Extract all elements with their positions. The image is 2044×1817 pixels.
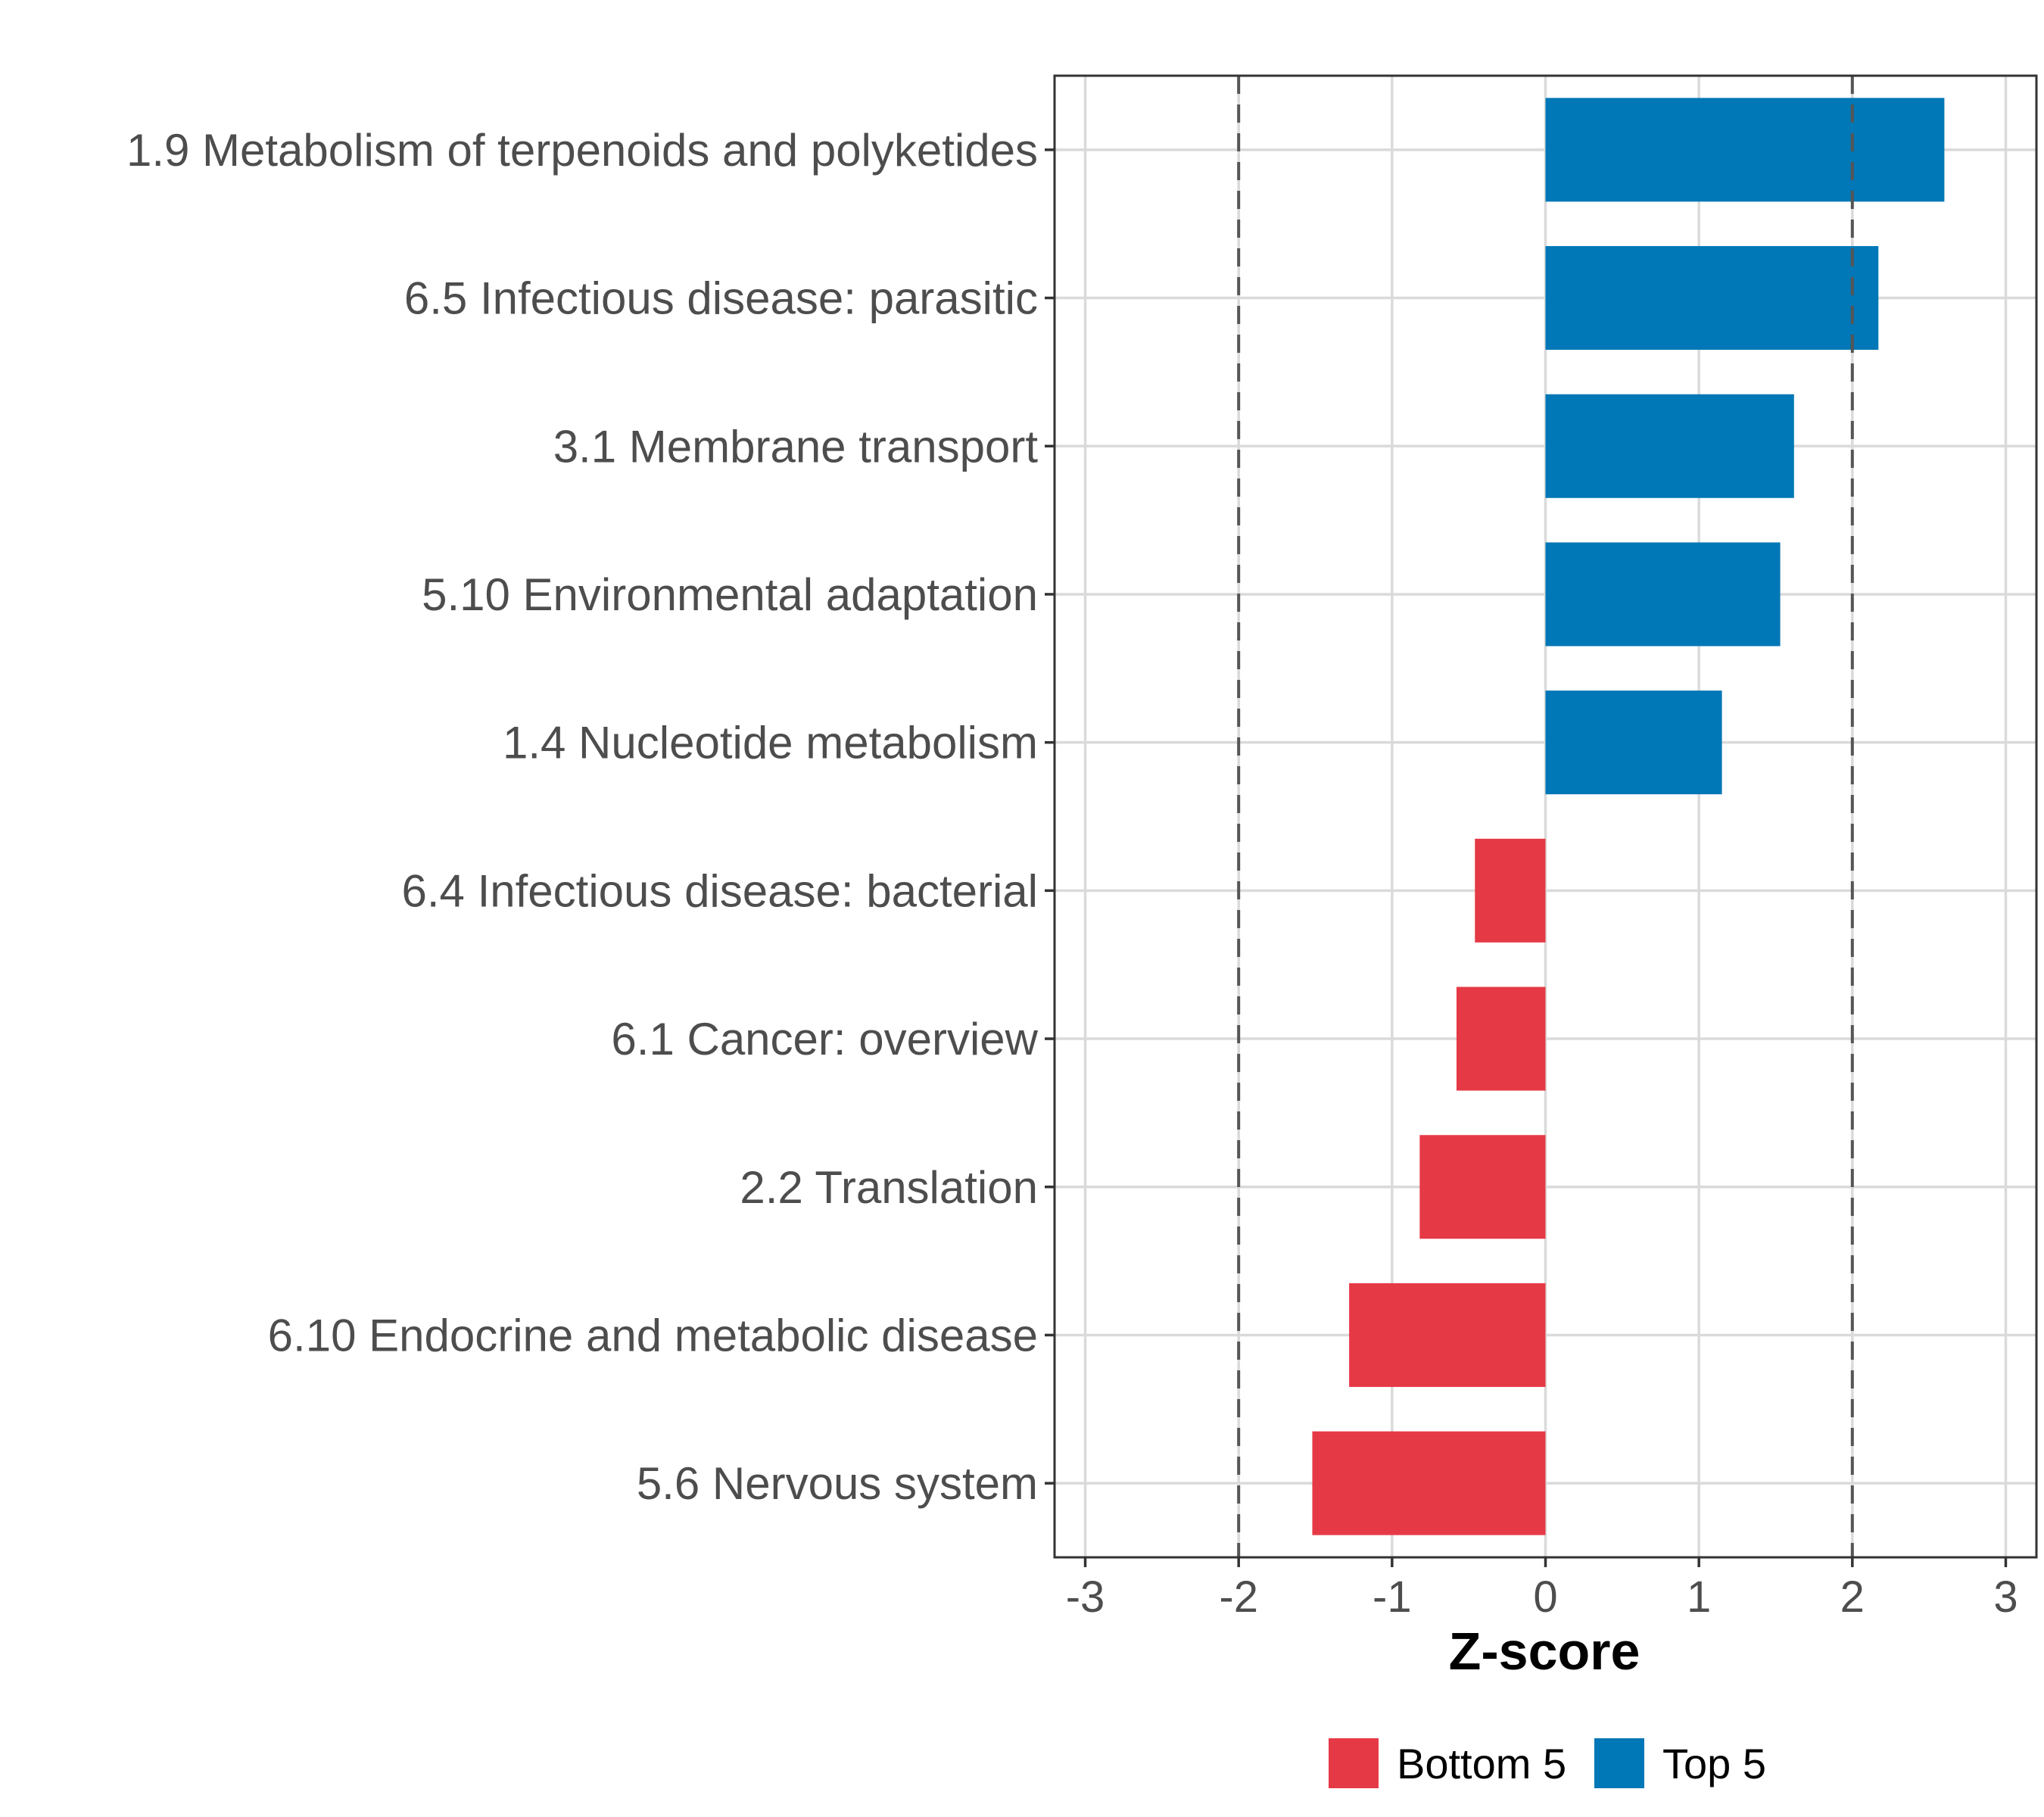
bar-1-4-nucleotide-metabolism [1545, 690, 1722, 795]
y-tick-label: 5.6 Nervous system [637, 1458, 1038, 1509]
y-tick-label: 6.10 Endocrine and metabolic disease [268, 1310, 1038, 1360]
y-tick-label: 6.1 Cancer: overview [611, 1014, 1038, 1064]
bar-6-1-cancer-overview [1456, 986, 1546, 1091]
bar-6-5-infectious-disease-parasitic [1545, 246, 1879, 351]
legend-label-top-5: Top 5 [1662, 1740, 1766, 1787]
x-tick-label: 1 [1687, 1572, 1711, 1622]
bar-6-4-infectious-disease-bacterial [1475, 838, 1546, 943]
bar-6-10-endocrine-and-metabolic-disease [1349, 1282, 1546, 1387]
x-tick-label: 2 [1840, 1572, 1865, 1622]
x-tick-label: 3 [1993, 1572, 2018, 1622]
legend-swatch-top-5 [1594, 1738, 1644, 1788]
x-axis: -3 -2 -1 0 1 2 3 [1066, 1557, 2018, 1622]
reference-lines [1237, 76, 1854, 1557]
y-tick-label: 1.9 Metabolism of terpenoids and polyket… [126, 125, 1038, 176]
x-tick-label: -1 [1373, 1572, 1412, 1622]
legend-label-bottom-5: Bottom 5 [1397, 1740, 1566, 1787]
x-axis-title: Z-score [1449, 1622, 1640, 1681]
y-tick-label: 1.4 Nucleotide metabolism [503, 718, 1038, 768]
bar-1-9-metabolism-of-terpenoids-and-polyketides [1545, 98, 1945, 202]
x-tick-label: -3 [1066, 1572, 1105, 1622]
bar-2-2-translation [1419, 1135, 1546, 1239]
bar-3-1-membrane-transport [1545, 394, 1794, 498]
y-tick-label: 6.5 Infectious disease: parasitic [404, 273, 1038, 324]
bar-5-6-nervous-system [1312, 1431, 1546, 1535]
bar-5-10-environmental-adaptation [1545, 542, 1781, 647]
y-axis: 1.9 Metabolism of terpenoids and polyket… [126, 125, 1055, 1509]
x-tick-label: 0 [1533, 1572, 1557, 1622]
x-tick-label: -2 [1219, 1572, 1258, 1622]
y-tick-label: 6.4 Infectious disease: bacterial [402, 865, 1039, 916]
y-tick-label: 2.2 Translation [740, 1162, 1038, 1213]
y-tick-label: 5.10 Environmental adaptation [422, 569, 1038, 620]
legend: Bottom 5 Top 5 [1329, 1738, 1766, 1788]
y-tick-label: 3.1 Membrane transport [553, 421, 1039, 472]
legend-swatch-bottom-5 [1329, 1738, 1379, 1788]
bars [1312, 98, 1945, 1535]
